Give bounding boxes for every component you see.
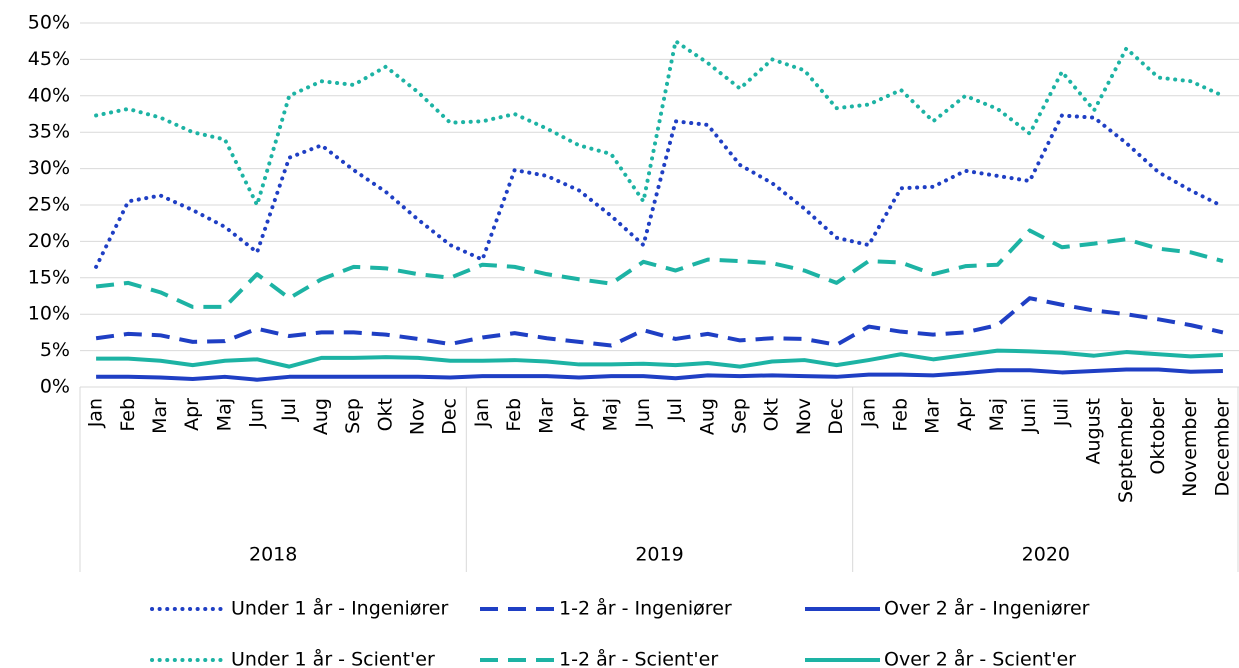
series-line [95, 296, 1224, 348]
y-tick-label: 10% [28, 303, 70, 325]
x-tick-label: December [1211, 398, 1233, 497]
x-tick-label: Jan [85, 398, 107, 428]
x-tick-label: Jan [471, 398, 493, 428]
x-tick-label: Nov [407, 398, 429, 435]
x-tick-label: Mar [535, 398, 557, 434]
x-tick-label: Jul [278, 398, 300, 422]
legend-label: Over 2 år - Ingeniører [884, 597, 1090, 620]
y-tick-label: 25% [28, 194, 70, 216]
series-line [95, 228, 1224, 309]
y-tick-label: 40% [28, 84, 70, 106]
y-tick-label: 30% [28, 157, 70, 179]
x-tick-label: Aug [310, 398, 332, 435]
x-tick-label: Feb [889, 398, 911, 432]
x-tick-label: Oktober [1147, 398, 1169, 475]
x-tick-label: Sep [342, 398, 364, 434]
series-line [94, 39, 1225, 207]
x-tick-label: August [1083, 398, 1105, 465]
x-tick-label: November [1179, 398, 1201, 497]
x-tick-label: Maj [213, 398, 235, 431]
x-tick-label: Feb [503, 398, 525, 432]
x-tick-label: Juli [1050, 398, 1072, 427]
legend-label: Over 2 år - Scient'er [884, 648, 1076, 668]
x-tick-label: September [1115, 398, 1137, 503]
y-tick-label: 35% [28, 121, 70, 143]
legend-label: 1-2 år - Ingeniører [559, 597, 732, 620]
x-tick-label: Maj [600, 398, 622, 431]
legend-label: Under 1 år - Ingeniører [231, 597, 448, 620]
y-tick-label: 5% [40, 339, 70, 361]
x-tick-label: Jan [857, 398, 879, 428]
x-tick-label: Dec [825, 398, 847, 435]
year-label: 2018 [249, 544, 297, 566]
x-tick-label: Apr [568, 398, 590, 431]
x-tick-label: Mar [149, 398, 171, 434]
legend-label: 1-2 år - Scient'er [559, 648, 718, 668]
y-tick-label: 0% [40, 376, 70, 398]
x-tick-label: Aug [696, 398, 718, 435]
year-label: 2020 [1022, 544, 1070, 566]
x-tick-label: Okt [374, 398, 396, 431]
x-tick-label: Maj [986, 398, 1008, 431]
y-tick-label: 20% [28, 230, 70, 252]
x-tick-label: Jun [632, 398, 654, 429]
x-tick-label: Apr [954, 398, 976, 431]
series-line [96, 367, 1223, 382]
x-tick-label: Sep [728, 398, 750, 434]
x-tick-label: Apr [181, 398, 203, 431]
series-line [94, 113, 1225, 269]
series-line [96, 348, 1223, 369]
x-tick-label: Dec [439, 398, 461, 435]
y-tick-label: 50% [28, 12, 70, 34]
y-tick-label: 15% [28, 266, 70, 288]
x-tick-label: Juni [1018, 398, 1040, 434]
x-tick-label: Nov [793, 398, 815, 435]
x-tick-label: Mar [922, 398, 944, 434]
year-label: 2019 [635, 544, 683, 566]
x-tick-label: Jul [664, 398, 686, 422]
x-tick-label: Jun [246, 398, 268, 429]
y-tick-label: 45% [28, 48, 70, 70]
legend-label: Under 1 år - Scient'er [231, 648, 435, 668]
x-tick-label: Feb [117, 398, 139, 432]
x-tick-label: Okt [761, 398, 783, 431]
